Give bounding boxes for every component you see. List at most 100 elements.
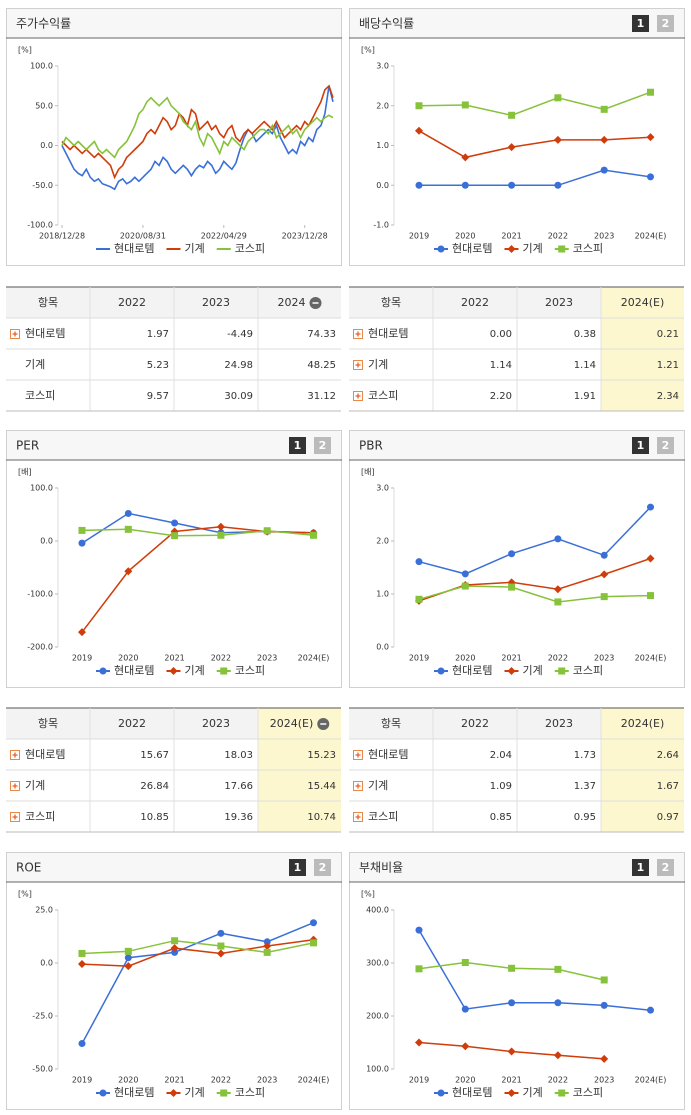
x-tick-label: 2023 bbox=[594, 1076, 614, 1085]
marker bbox=[263, 938, 271, 946]
y-tick-label: 2.0 bbox=[376, 101, 389, 110]
expand-icon bbox=[355, 783, 361, 789]
row-label: 기계 bbox=[368, 779, 388, 792]
table-header: 2023 bbox=[202, 296, 230, 309]
marker bbox=[415, 181, 423, 189]
y-tick-label: 100.0 bbox=[30, 62, 53, 71]
panel-header bbox=[7, 853, 341, 882]
page-button-label[interactable]: 1 bbox=[637, 861, 645, 874]
table-cell: 2.04 bbox=[490, 750, 512, 761]
marker bbox=[600, 105, 608, 113]
table-header: 항목 bbox=[38, 717, 58, 730]
marker bbox=[78, 539, 86, 547]
marker bbox=[310, 919, 317, 927]
marker bbox=[170, 944, 179, 953]
marker bbox=[220, 1089, 228, 1097]
y-tick-label: 400.0 bbox=[366, 906, 389, 915]
legend-label: 코스피 bbox=[235, 242, 265, 255]
page-button[interactable] bbox=[632, 437, 649, 454]
series-line bbox=[418, 585, 651, 603]
page-button-label[interactable]: 2 bbox=[319, 439, 327, 452]
legend-label: 코스피 bbox=[573, 1086, 603, 1099]
table-header: 2022 bbox=[118, 296, 146, 309]
marker bbox=[600, 551, 608, 559]
table-cell: 0.21 bbox=[657, 329, 679, 340]
legend-label: 현대로템 bbox=[452, 1086, 492, 1099]
marker bbox=[217, 942, 225, 950]
chart-title: PBR bbox=[359, 439, 383, 453]
page-button[interactable] bbox=[314, 437, 331, 454]
y-tick-label: 300.0 bbox=[366, 959, 389, 968]
table-header: 2022 bbox=[461, 717, 489, 730]
marker bbox=[217, 531, 225, 539]
table-cell: 1.21 bbox=[657, 360, 679, 371]
page-button-label[interactable]: 1 bbox=[637, 439, 645, 452]
page-button[interactable] bbox=[657, 15, 674, 32]
page-button[interactable] bbox=[657, 859, 674, 876]
x-tick-label: 2019 bbox=[409, 232, 429, 241]
marker bbox=[554, 999, 562, 1007]
series-line bbox=[61, 96, 334, 159]
legend-label: 코스피 bbox=[235, 664, 265, 677]
marker bbox=[554, 535, 562, 543]
marker bbox=[169, 1089, 178, 1097]
x-tick-label: 2019 bbox=[409, 1076, 429, 1085]
table-header: 항목 bbox=[381, 296, 401, 309]
panel-header bbox=[7, 9, 341, 38]
page-button[interactable] bbox=[632, 15, 649, 32]
marker bbox=[415, 595, 423, 603]
page-button-label[interactable]: 1 bbox=[294, 439, 302, 452]
page-button[interactable] bbox=[657, 437, 674, 454]
expand-icon bbox=[355, 814, 361, 820]
page-button[interactable] bbox=[314, 859, 331, 876]
panel bbox=[6, 430, 342, 688]
page-button[interactable] bbox=[632, 859, 649, 876]
x-tick-label: 2024(E) bbox=[635, 232, 667, 241]
marker bbox=[461, 1042, 470, 1051]
table-cell: 15.67 bbox=[140, 750, 169, 761]
x-tick-label: 2022 bbox=[548, 1076, 568, 1085]
chart-title: 주가수익률 bbox=[16, 17, 71, 31]
legend-label: 기계 bbox=[522, 1086, 542, 1099]
marker bbox=[78, 960, 86, 969]
marker bbox=[507, 245, 516, 253]
table-header: 2022 bbox=[461, 296, 489, 309]
legend-label: 코스피 bbox=[573, 242, 603, 255]
legend-label: 현대로템 bbox=[114, 664, 154, 677]
table-header: 2022 bbox=[118, 717, 146, 730]
x-tick-label: 2019 bbox=[72, 1076, 92, 1085]
marker bbox=[415, 558, 423, 566]
table-header: 2024(E) bbox=[621, 717, 665, 730]
x-tick-label: 2020 bbox=[118, 654, 138, 663]
series-line bbox=[419, 169, 651, 187]
table-cell: 30.09 bbox=[224, 391, 253, 402]
y-tick-label: -100.0 bbox=[27, 590, 53, 599]
legend-label: 현대로템 bbox=[114, 1086, 154, 1099]
marker bbox=[415, 102, 423, 110]
page-button-label[interactable]: 2 bbox=[662, 861, 670, 874]
unit-label: [%] bbox=[18, 46, 32, 55]
page-button-label[interactable]: 2 bbox=[319, 861, 327, 874]
table-header: 2024(E) bbox=[270, 717, 314, 730]
chart-title: PER bbox=[16, 439, 39, 453]
page-button-label[interactable]: 1 bbox=[294, 861, 302, 874]
marker bbox=[558, 1089, 566, 1097]
page-button[interactable] bbox=[289, 437, 306, 454]
marker bbox=[508, 999, 516, 1007]
x-tick-label: 2020 bbox=[455, 654, 475, 663]
row-label: 기계 bbox=[368, 358, 388, 371]
marker bbox=[508, 550, 516, 558]
page-button[interactable] bbox=[289, 859, 306, 876]
page-button-label[interactable]: 2 bbox=[662, 17, 670, 30]
table-cell: 1.09 bbox=[490, 781, 512, 792]
table-cell: 5.23 bbox=[147, 360, 169, 371]
page-button-label[interactable]: 2 bbox=[662, 439, 670, 452]
legend-label: 코스피 bbox=[573, 664, 603, 677]
panel bbox=[6, 852, 342, 1110]
table-cell: 1.73 bbox=[574, 750, 596, 761]
x-tick-label: 2022 bbox=[211, 1076, 231, 1085]
page-button-label[interactable]: 1 bbox=[637, 17, 645, 30]
chart-title: 배당수익률 bbox=[359, 17, 414, 31]
marker bbox=[508, 111, 516, 119]
marker bbox=[647, 88, 654, 96]
